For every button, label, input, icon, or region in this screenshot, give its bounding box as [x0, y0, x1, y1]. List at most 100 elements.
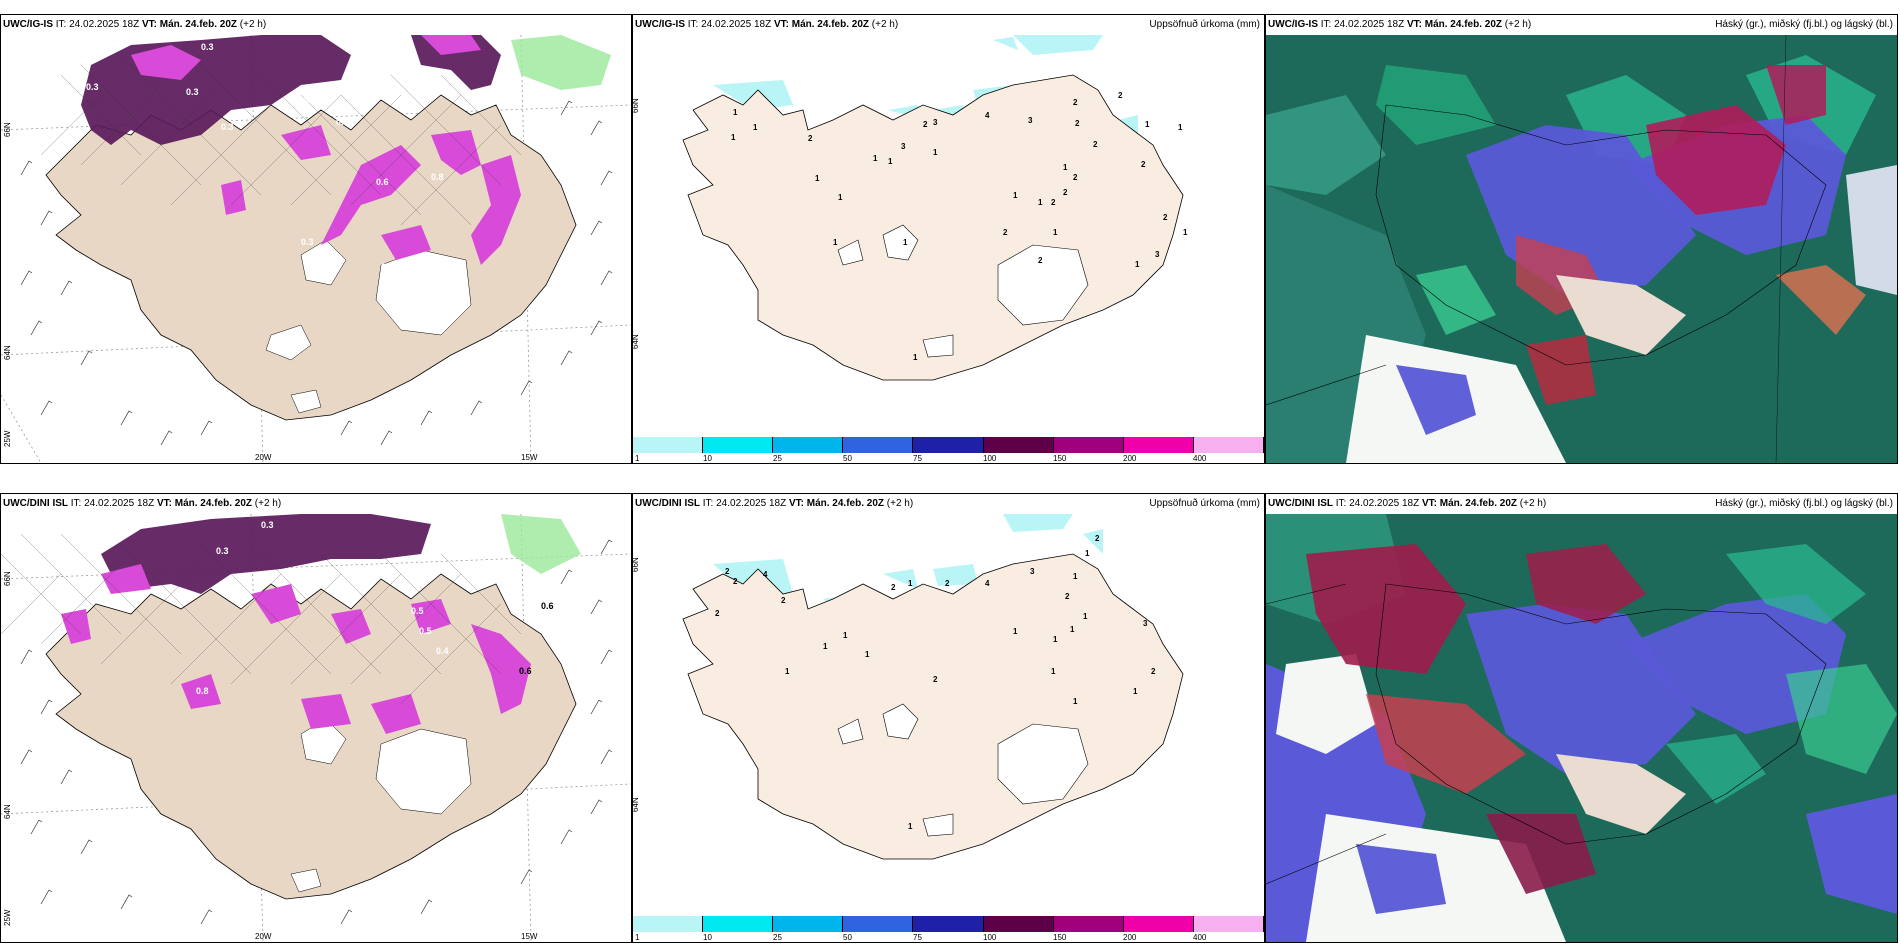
vis-label: 0.5 [336, 117, 349, 127]
colorbar-tick: 400 [1193, 454, 1207, 463]
colorbar-swatch [1053, 437, 1124, 453]
vis-label: 0.5 [411, 606, 424, 616]
precip-colorbar: 1 10 25 50 75 100 150 200 400 [633, 916, 1264, 942]
colorbar-tick: 50 [843, 454, 852, 463]
precip-value: 1 [908, 579, 913, 588]
colorbar-tick: 1 [635, 933, 640, 942]
vis-label: 0.3 [216, 546, 229, 556]
precip-value: 2 [1063, 188, 1068, 197]
precip-value: 1 [1178, 123, 1183, 132]
lat-label-64: 64N [633, 334, 640, 349]
colorbar-tick: 75 [913, 454, 922, 463]
precip-values: 2 2 2 4 2 1 1 1 2 1 2 4 3 2 1 1 2 1 1 1 [715, 534, 1156, 831]
precip-value: 1 [731, 133, 736, 142]
precip-value: 2 [781, 596, 786, 605]
lat-label-64: 64N [3, 804, 12, 819]
lon-label-20: 20W [255, 932, 272, 941]
precip-value: 2 [1051, 198, 1056, 207]
precip-value: 1 [1070, 625, 1075, 634]
precip-colorbar: 1 10 25 50 75 100 150 200 400 [633, 437, 1264, 463]
precip-value: 2 [1141, 160, 1146, 169]
vis-label: 0.6 [376, 177, 389, 187]
precip-value: 3 [901, 142, 906, 151]
map-area[interactable]: 1 1 1 2 3 1 1 2 1 1 1 1 3 4 3 2 2 2 2 1 [633, 35, 1264, 435]
precip-value: 2 [1003, 228, 1008, 237]
colorbar-swatch [633, 916, 704, 932]
panel-ig-is-wind: UWC/IG-IS IT: 24.02.2025 18Z VT: Mán. 24… [0, 14, 632, 464]
precip-value: 1 [815, 174, 820, 183]
precip-value: 2 [1065, 592, 1070, 601]
vis-label: 0.3 [201, 42, 214, 52]
precip-value: 3 [1030, 567, 1035, 576]
precip-value: 1 [888, 157, 893, 166]
precip-value: 1 [1038, 198, 1043, 207]
precip-values: 1 1 1 2 3 1 1 2 1 1 1 1 3 4 3 2 2 2 2 1 [731, 91, 1188, 362]
vis-label: 0.3 [261, 520, 274, 530]
precip-value: 4 [985, 111, 990, 120]
colorbar-tick: 100 [983, 454, 997, 463]
map-svg: 0.3 0.3 0.5 0.5 0.3 0.3 0.6 0.3 0.8 0.5 … [1, 35, 631, 463]
map-area[interactable] [1266, 35, 1897, 463]
lead-offset: (+2 h) [1519, 498, 1547, 509]
precip-value: 1 [823, 642, 828, 651]
map-area[interactable] [1266, 514, 1897, 942]
lat-label-66: 66N [633, 557, 640, 572]
precip-value: 2 [945, 579, 950, 588]
map-svg: 1 1 1 2 3 1 1 2 1 1 1 1 3 4 3 2 2 2 2 1 [633, 35, 1264, 435]
precip-value: 2 [1095, 534, 1100, 543]
precip-value: 1 [1013, 627, 1018, 636]
precip-value: 1 [908, 822, 913, 831]
colorbar-tick: 50 [843, 933, 852, 942]
lead-offset: (+2 h) [239, 19, 267, 30]
precip-value: 1 [1073, 572, 1078, 581]
precip-value: 3 [1143, 619, 1148, 628]
map-area[interactable]: 0.3 0.3 0.5 0.5 0.3 0.3 0.6 0.3 0.8 0.5 … [1, 35, 631, 463]
lead-offset: (+2 h) [886, 498, 914, 509]
lat-label-66: 66N [3, 122, 12, 137]
model-name: UWC/DINI ISL [1268, 498, 1333, 509]
precip-value: 1 [1135, 260, 1140, 269]
colorbar-swatch [983, 916, 1054, 932]
panel-title: Háský (gr.), miðský (fj.bl.) og lágský (… [1715, 19, 1893, 30]
precip-value: 2 [1151, 667, 1156, 676]
colorbar-tick: 100 [983, 933, 997, 942]
model-name: UWC/IG-IS [3, 19, 53, 30]
panel-header: UWC/DINI ISL IT: 24.02.2025 18Z VT: Mán.… [635, 497, 1262, 511]
colorbar-tick: 10 [703, 933, 712, 942]
valid-time: VT: Mán. 24.feb. 20Z [1406, 19, 1502, 30]
valid-time: VT: Mán. 24.feb. 20Z [141, 19, 237, 30]
lat-label-64: 64N [633, 797, 640, 812]
colorbar-swatch [913, 916, 984, 932]
lon-label-25: 25W [3, 430, 12, 447]
vis-label: 0.3 [301, 237, 314, 247]
precip-value: 2 [715, 609, 720, 618]
map-area[interactable]: 0.3 0.3 0.6 0.6 0.5 0.4 0.8 0.5 66N 64N … [1, 514, 631, 942]
precip-value: 2 [933, 675, 938, 684]
model-name: UWC/IG-IS [1268, 19, 1318, 30]
vis-label: 0.5 [419, 626, 432, 636]
model-name: UWC/DINI ISL [3, 498, 68, 509]
vis-label: 0.2 [381, 262, 394, 272]
colorbar-swatch [843, 916, 914, 932]
precip-value: 2 [891, 583, 896, 592]
precip-value: 2 [1093, 140, 1098, 149]
colorbar-tick: 1 [635, 454, 640, 463]
precip-value: 2 [1073, 98, 1078, 107]
lon-label-15: 15W [521, 453, 538, 462]
precip-value: 1 [843, 631, 848, 640]
map-svg: 2 2 2 4 2 1 1 1 2 1 2 4 3 2 1 1 2 1 1 1 [633, 514, 1264, 914]
precip-value: 1 [1073, 697, 1078, 706]
init-time: IT: 24.02.2025 18Z [687, 19, 772, 30]
precip-value: 2 [1118, 91, 1123, 100]
precip-value: 1 [785, 667, 790, 676]
precip-value: 1 [1053, 228, 1058, 237]
panel-dini-wind: UWC/DINI ISL IT: 24.02.2025 18Z VT: Mán.… [0, 493, 632, 943]
map-area[interactable]: 2 2 2 4 2 1 1 1 2 1 2 4 3 2 1 1 2 1 1 1 [633, 514, 1264, 914]
panel-title: Háský (gr.), miðský (fj.bl.) og lágský (… [1715, 498, 1893, 509]
colorbar-swatch [1123, 916, 1194, 932]
colorbar-swatch [1053, 916, 1124, 932]
colorbar-tick: 75 [913, 933, 922, 942]
precip-value: 1 [873, 154, 878, 163]
vis-label: 0.6 [519, 666, 532, 676]
colorbar-tick: 25 [773, 454, 782, 463]
